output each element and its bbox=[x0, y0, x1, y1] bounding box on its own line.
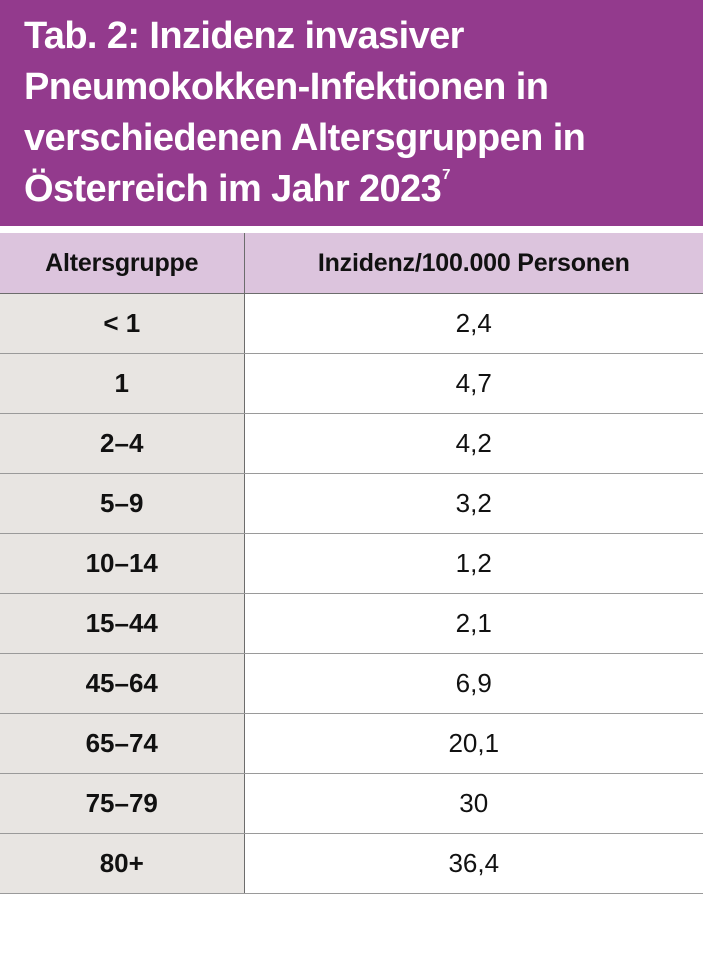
table-row: < 1 2,4 bbox=[0, 293, 703, 354]
incidence-cell: 6,9 bbox=[244, 653, 703, 714]
incidence-cell: 2,4 bbox=[244, 293, 703, 354]
age-group-cell: 5–9 bbox=[0, 473, 245, 534]
age-group-cell: 45–64 bbox=[0, 653, 245, 714]
column-header-age-group: Altersgruppe bbox=[0, 233, 245, 294]
incidence-cell: 4,7 bbox=[244, 353, 703, 414]
age-group-cell: 2–4 bbox=[0, 413, 245, 474]
age-group-cell: 10–14 bbox=[0, 533, 245, 594]
title-line-1: Tab. 2: Inzidenz invasiver bbox=[24, 15, 464, 57]
table-row: 2–4 4,2 bbox=[0, 413, 703, 474]
table-row: 75–79 30 bbox=[0, 773, 703, 834]
title-line-3: verschiedenen Altersgruppen in bbox=[24, 117, 586, 159]
table-row: 10–14 1,2 bbox=[0, 533, 703, 594]
table-row: 80+ 36,4 bbox=[0, 833, 703, 894]
header-spacer bbox=[0, 226, 703, 233]
table-title: Tab. 2: Inzidenz invasiver Pneumokokken-… bbox=[24, 11, 679, 215]
table-row: 65–74 20,1 bbox=[0, 713, 703, 774]
table-title-banner: Tab. 2: Inzidenz invasiver Pneumokokken-… bbox=[0, 0, 703, 226]
footnote-reference: 7 bbox=[442, 166, 450, 183]
column-header-row: Altersgruppe Inzidenz/100.000 Personen bbox=[0, 233, 703, 294]
incidence-cell: 20,1 bbox=[244, 713, 703, 774]
age-group-cell: 65–74 bbox=[0, 713, 245, 774]
column-header-incidence: Inzidenz/100.000 Personen bbox=[244, 233, 703, 294]
incidence-cell: 1,2 bbox=[244, 533, 703, 594]
age-group-cell: < 1 bbox=[0, 293, 245, 354]
table-row: 15–44 2,1 bbox=[0, 593, 703, 654]
incidence-cell: 2,1 bbox=[244, 593, 703, 654]
title-line-2: Pneumokokken-Infektionen in bbox=[24, 66, 549, 108]
incidence-cell: 30 bbox=[244, 773, 703, 834]
table-row: 45–64 6,9 bbox=[0, 653, 703, 714]
incidence-cell: 3,2 bbox=[244, 473, 703, 534]
age-group-cell: 80+ bbox=[0, 833, 245, 894]
incidence-table: Altersgruppe Inzidenz/100.000 Personen <… bbox=[0, 233, 703, 894]
title-line-4: Österreich im Jahr 2023 bbox=[24, 168, 442, 210]
age-group-cell: 75–79 bbox=[0, 773, 245, 834]
age-group-cell: 15–44 bbox=[0, 593, 245, 654]
table-row: 1 4,7 bbox=[0, 353, 703, 414]
table-row: 5–9 3,2 bbox=[0, 473, 703, 534]
incidence-cell: 4,2 bbox=[244, 413, 703, 474]
age-group-cell: 1 bbox=[0, 353, 245, 414]
incidence-cell: 36,4 bbox=[244, 833, 703, 894]
